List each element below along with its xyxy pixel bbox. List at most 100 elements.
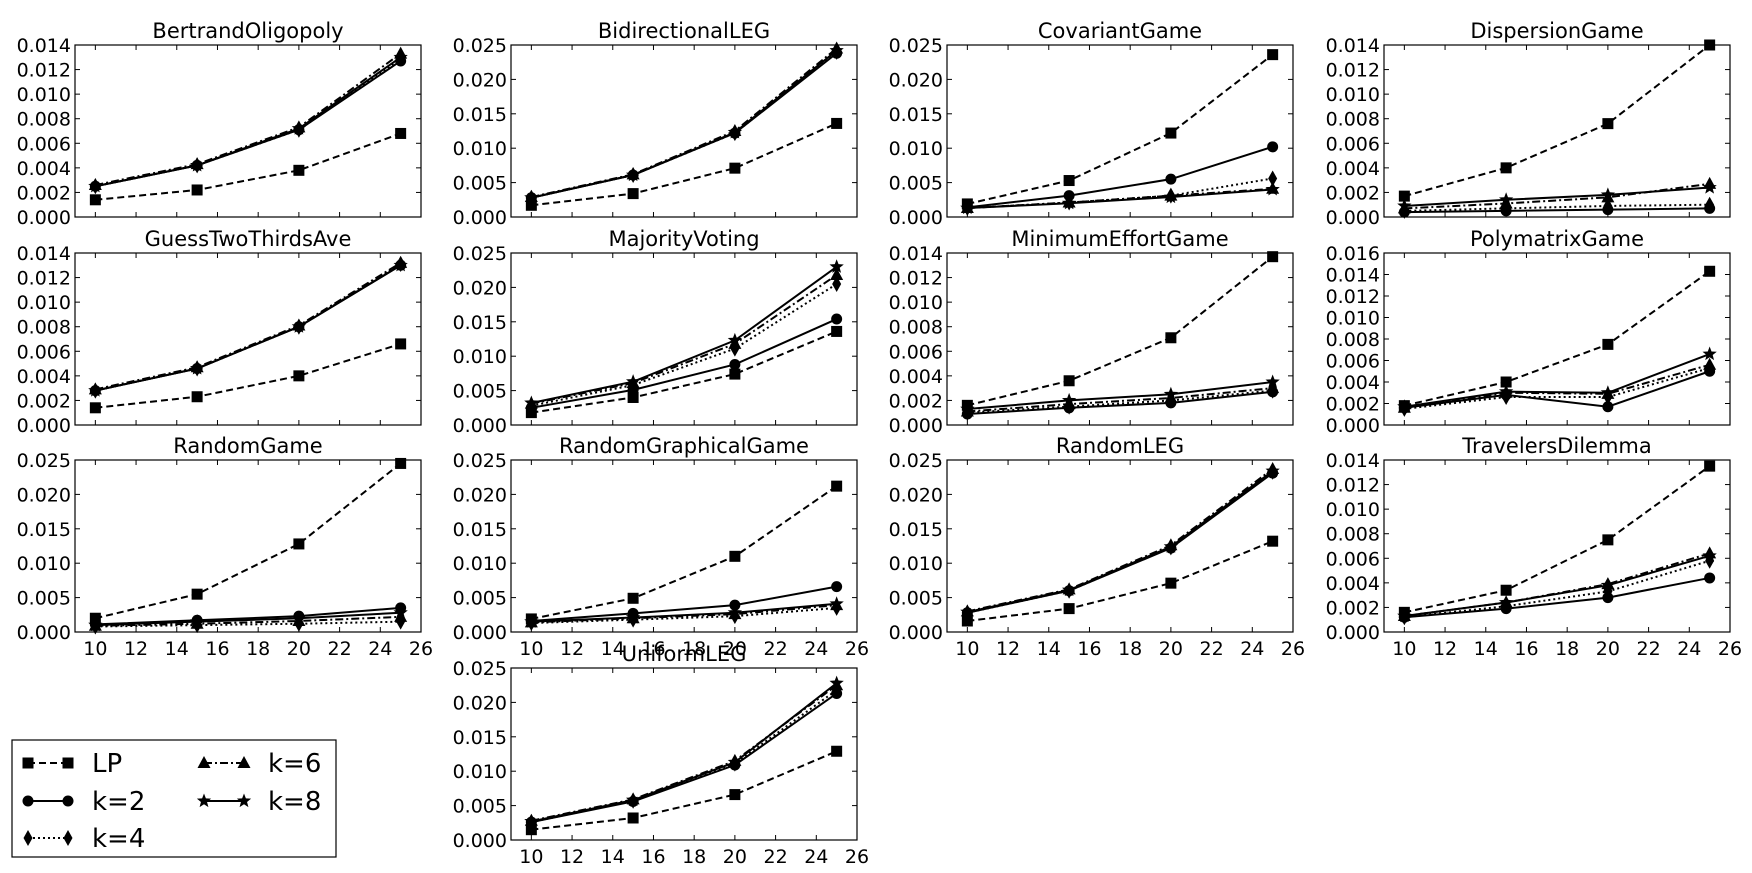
subplot-bertrand-oligopoly: BertrandOligopoly0.0000.0020.0040.0060.0… [17, 19, 422, 229]
series-lp [961, 535, 1279, 627]
series-line [1404, 559, 1710, 619]
y-tick-label: 0.008 [1326, 109, 1380, 131]
subplot-title: RandomLEG [1056, 434, 1184, 458]
series-line [531, 283, 838, 407]
y-tick-label: 0.002 [1326, 597, 1380, 619]
data-point [1702, 346, 1717, 361]
subplot-minimum-effort-game: MinimumEffortGame0.0000.0020.0040.0060.0… [889, 227, 1294, 437]
y-tick-label: 0.004 [17, 158, 71, 180]
data-point [1265, 374, 1280, 389]
series-k-8 [960, 374, 1280, 416]
y-tick-label: 0.000 [17, 415, 71, 437]
series-line [95, 615, 401, 627]
data-point [1702, 548, 1717, 562]
data-point [831, 480, 843, 492]
data-point [1498, 192, 1514, 206]
data-point [831, 313, 843, 325]
legend-marker [196, 793, 212, 808]
y-tick-label: 0.014 [1326, 35, 1380, 57]
series-k-8 [88, 605, 408, 632]
y-tick-label: 0.008 [17, 109, 71, 131]
series-line [95, 611, 401, 627]
x-tick-label: 10 [1392, 638, 1416, 660]
y-tick-label: 0.008 [889, 317, 943, 339]
y-tick-label: 0.014 [1326, 265, 1380, 287]
series-line [531, 602, 837, 623]
subplot-bidirectional-leg: BidirectionalLEG 0.000 0.005 0.010 0.015 0.02… [453, 19, 858, 229]
data-point [1602, 338, 1614, 350]
y-tick-label: 0.010 [453, 346, 507, 368]
data-point [1265, 463, 1280, 478]
x-tick-label: 22 [763, 846, 787, 868]
x-tick-label: 20 [723, 638, 747, 660]
series-line [1404, 363, 1710, 409]
data-point [1061, 392, 1077, 407]
y-tick-label: 0.006 [17, 341, 71, 363]
series-k-8 [524, 675, 844, 828]
y-tick-label: 0.015 [453, 312, 507, 334]
series-k-4 [90, 50, 406, 195]
x-tick-label: 20 [287, 638, 311, 660]
series-line [531, 330, 838, 414]
y-tick-label: 0.014 [17, 35, 71, 57]
y-tick-label: 0.002 [889, 390, 943, 412]
data-point [293, 164, 305, 176]
subplot-title: BertrandOligopoly [152, 19, 343, 43]
series-line [531, 682, 838, 823]
y-tick-label: 0.005 [453, 796, 507, 818]
y-tick-label: 0.000 [889, 415, 943, 437]
x-tick-label: 26 [1281, 638, 1305, 660]
data-point [1267, 535, 1279, 547]
data-point [1600, 385, 1616, 399]
data-point [1165, 127, 1177, 139]
data-point [89, 402, 101, 414]
y-tick-label: 0.015 [889, 104, 943, 126]
series-lp [525, 117, 843, 211]
series-line [967, 381, 1273, 411]
x-tick-label: 22 [1636, 638, 1660, 660]
data-point [729, 368, 741, 380]
y-tick-label: 0.005 [453, 588, 507, 610]
series-k-8 [524, 43, 844, 204]
data-point [829, 675, 844, 690]
y-tick-label: 0.010 [1326, 84, 1380, 106]
series-line [1404, 367, 1710, 410]
subplot-title: UniformLEG [622, 642, 747, 666]
series-line [1404, 203, 1710, 212]
y-tick-label: 0.005 [889, 173, 943, 195]
data-point [395, 457, 407, 469]
plot-frame [1383, 252, 1731, 426]
x-tick-label: 14 [165, 638, 189, 660]
series-line [1404, 554, 1710, 618]
series-lp [1398, 265, 1716, 412]
y-tick-label: 0.010 [1326, 308, 1380, 330]
legend-marker [197, 756, 211, 768]
subplot-title: PolymatrixGame [1470, 227, 1644, 251]
y-tick-label: 0.010 [17, 553, 71, 575]
data-point [1266, 381, 1280, 394]
data-point [960, 200, 975, 215]
y-tick-label: 0.025 [453, 243, 507, 265]
legend-marker [23, 830, 33, 846]
subplot-random-graphical-game: RandomGraphicalGame 0.000 0.005 0.010 0.015 0… [453, 434, 870, 660]
data-point [88, 383, 103, 397]
data-point [293, 538, 305, 550]
data-point [1600, 577, 1616, 592]
y-tick-label: 0.010 [17, 84, 71, 106]
x-tick-label: 12 [124, 638, 148, 660]
series-k-8 [960, 181, 1280, 215]
data-point [1063, 175, 1075, 187]
data-point [189, 360, 205, 375]
subplot-majority-voting: MajorityVoting 0.000 0.005 0.010 0.015 0.020 0… [453, 227, 858, 437]
data-point [1705, 196, 1715, 213]
series-k-8 [1397, 548, 1717, 623]
series-k-6 [960, 461, 1280, 617]
series-lp [525, 325, 843, 419]
data-point [1267, 49, 1279, 61]
data-point [625, 374, 641, 388]
series-line [531, 485, 838, 620]
series-k-4 [90, 256, 406, 399]
plot-frame [510, 667, 858, 841]
y-tick-label: 0.000 [453, 622, 507, 644]
